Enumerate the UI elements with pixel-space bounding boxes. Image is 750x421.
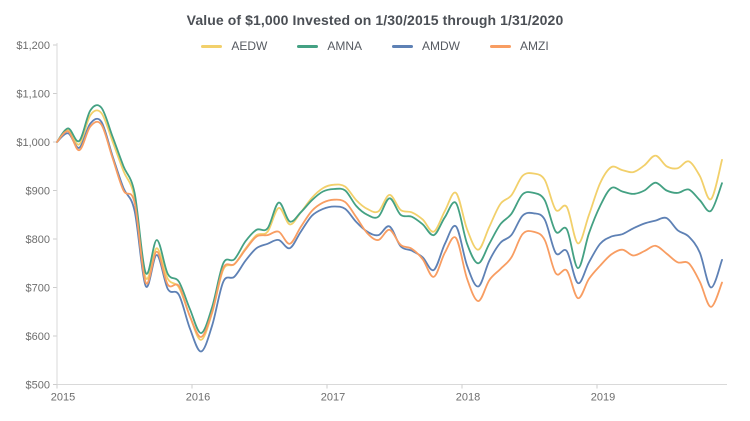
y-tick-label: $500 xyxy=(26,380,50,392)
x-tick-label: 2017 xyxy=(321,392,345,404)
legend-swatch-amzi xyxy=(490,44,511,48)
chart-legend: AEDW AMNA AMDW AMZI xyxy=(0,39,750,53)
legend-item-amzi: AMZI xyxy=(490,39,549,53)
series-line-aedw xyxy=(56,109,723,341)
legend-item-amdw: AMDW xyxy=(392,39,460,53)
y-tick-label: $800 xyxy=(26,234,50,246)
y-tick-label: $1,000 xyxy=(16,137,50,149)
series-line-amdw xyxy=(56,117,723,353)
x-tick-label: 2015 xyxy=(51,392,75,404)
legend-swatch-aedw xyxy=(201,44,223,48)
chart-title: Value of $1,000 Invested on 1/30/2015 th… xyxy=(186,12,564,28)
y-tick-label: $1,200 xyxy=(16,40,50,52)
legend-item-amna: AMNA xyxy=(297,39,362,53)
y-tick-label: $1,100 xyxy=(16,89,50,101)
y-tick-label: $900 xyxy=(26,186,50,198)
x-tick-label: 2016 xyxy=(186,392,210,404)
legend-label-amdw: AMDW xyxy=(422,39,460,53)
series-line-amzi xyxy=(56,120,723,338)
legend-swatch-amdw xyxy=(392,44,413,48)
x-tick-label: 2019 xyxy=(591,392,615,404)
legend-label-amzi: AMZI xyxy=(520,39,549,53)
series-line-amna xyxy=(56,104,723,334)
legend-item-aedw: AEDW xyxy=(201,39,267,53)
y-tick-label: $600 xyxy=(26,331,50,343)
y-tick-label: $700 xyxy=(26,283,50,295)
x-tick-label: 2018 xyxy=(456,392,480,404)
legend-label-aedw: AEDW xyxy=(231,39,268,53)
legend-label-amna: AMNA xyxy=(327,39,362,53)
legend-swatch-amna xyxy=(297,44,319,48)
